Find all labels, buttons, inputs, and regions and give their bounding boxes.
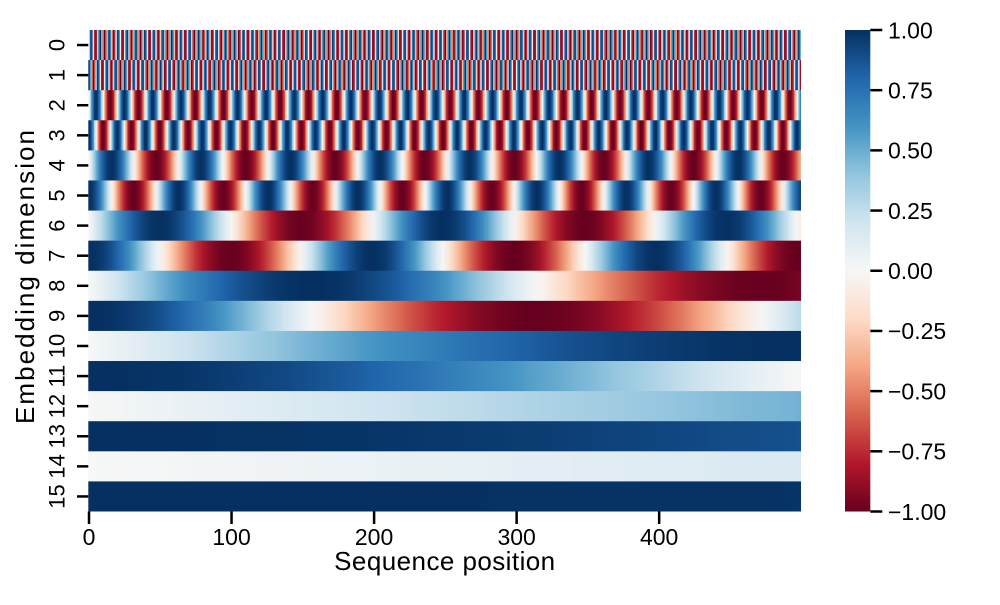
- svg-text:0: 0: [44, 39, 69, 51]
- svg-text:9: 9: [44, 310, 69, 322]
- svg-text:Embedding dimension: Embedding dimension: [10, 130, 40, 424]
- svg-text:100: 100: [212, 524, 250, 550]
- svg-text:0.00: 0.00: [888, 258, 933, 284]
- svg-text:0: 0: [83, 524, 96, 550]
- svg-text:−1.00: −1.00: [888, 499, 946, 525]
- svg-text:14: 14: [44, 454, 69, 478]
- svg-text:15: 15: [44, 484, 69, 508]
- svg-text:4: 4: [44, 159, 69, 171]
- svg-text:−0.25: −0.25: [888, 318, 946, 344]
- svg-text:−0.50: −0.50: [888, 378, 946, 404]
- svg-text:3: 3: [44, 129, 69, 141]
- svg-text:12: 12: [44, 394, 69, 418]
- svg-text:6: 6: [44, 219, 69, 231]
- svg-text:300: 300: [497, 524, 535, 550]
- svg-text:10: 10: [44, 334, 69, 358]
- svg-text:2: 2: [44, 99, 69, 111]
- svg-text:Sequence position: Sequence position: [334, 546, 555, 576]
- svg-text:7: 7: [44, 250, 69, 262]
- svg-text:−0.75: −0.75: [888, 439, 946, 465]
- svg-text:400: 400: [640, 524, 678, 550]
- svg-text:8: 8: [44, 280, 69, 292]
- svg-text:0.25: 0.25: [888, 198, 933, 224]
- svg-text:0.50: 0.50: [888, 138, 933, 164]
- svg-text:0.75: 0.75: [888, 77, 933, 103]
- svg-text:1.00: 1.00: [888, 17, 933, 43]
- svg-text:11: 11: [44, 365, 69, 388]
- svg-text:200: 200: [355, 524, 393, 550]
- svg-text:1: 1: [44, 69, 69, 81]
- svg-text:5: 5: [44, 189, 69, 201]
- svg-text:13: 13: [44, 424, 69, 448]
